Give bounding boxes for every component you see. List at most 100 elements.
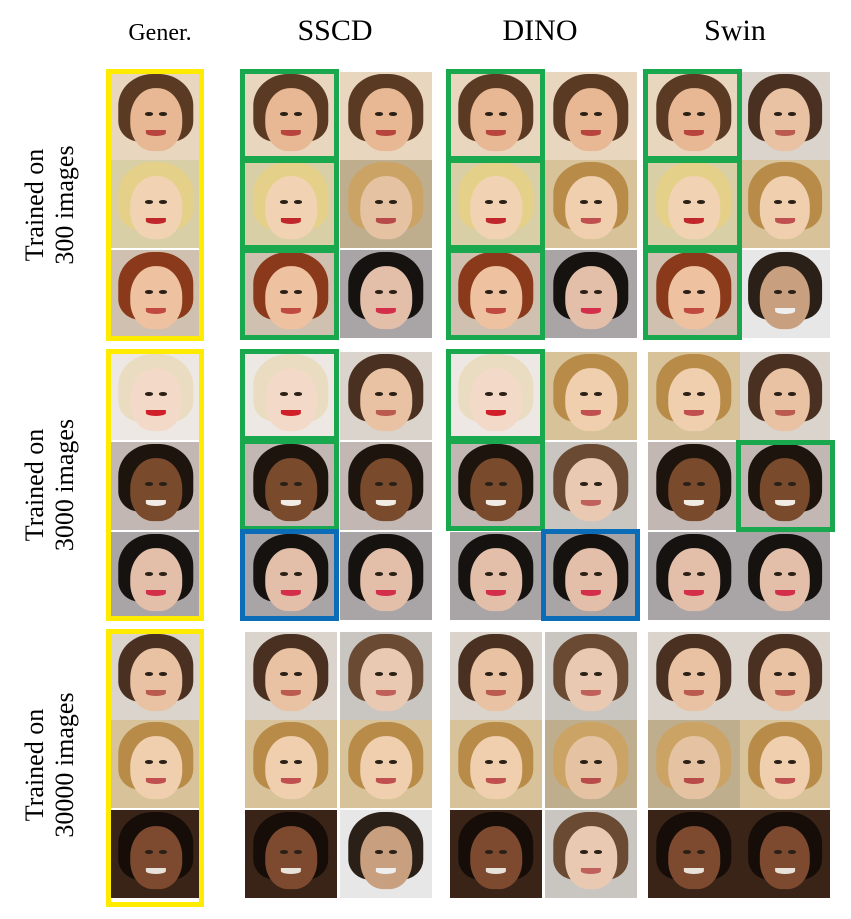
eye-shape	[158, 290, 168, 294]
face-thumbnail	[110, 442, 202, 530]
face-shape	[565, 88, 617, 152]
eye-shape	[774, 290, 783, 294]
face-thumbnail	[245, 442, 337, 530]
eye-shape	[158, 482, 168, 486]
eye-shape	[787, 572, 796, 576]
eye-shape	[484, 672, 494, 676]
row-label-line2: 3000 images	[50, 418, 79, 552]
eye-shape	[593, 392, 603, 396]
face-thumbnail	[648, 442, 740, 530]
eye-shape	[682, 850, 692, 854]
mouth-shape	[280, 590, 302, 597]
eye-shape	[787, 850, 796, 854]
face-thumbnail	[245, 250, 337, 338]
face-shape	[668, 176, 720, 240]
eye-shape	[144, 482, 154, 486]
eye-shape	[774, 482, 783, 486]
face-shape	[470, 368, 522, 432]
face-thumbnail	[450, 72, 542, 160]
mouth-shape	[683, 500, 705, 507]
eye-shape	[498, 290, 508, 294]
eye-shape	[279, 290, 289, 294]
face-shape	[759, 648, 811, 712]
row-label-30000: Trained on 30000 images	[20, 635, 80, 895]
mouth-shape	[683, 778, 705, 785]
eye-shape	[374, 482, 384, 486]
face-shape	[759, 458, 811, 522]
face-thumbnail	[545, 72, 637, 160]
eye-shape	[293, 850, 303, 854]
eye-shape	[696, 760, 706, 764]
mouth-shape	[775, 868, 795, 875]
eye-shape	[579, 200, 589, 204]
eye-shape	[593, 760, 603, 764]
face-shape	[565, 458, 617, 522]
mouth-shape	[145, 218, 167, 225]
eye-shape	[579, 290, 589, 294]
mouth-shape	[375, 500, 397, 507]
face-shape	[668, 266, 720, 330]
eye-shape	[696, 200, 706, 204]
face-thumbnail	[545, 720, 637, 808]
face-shape	[265, 826, 317, 890]
face-thumbnail	[545, 810, 637, 898]
mouth-shape	[280, 410, 302, 417]
face-shape	[470, 826, 522, 890]
face-shape	[360, 736, 412, 800]
face-thumbnail	[740, 250, 830, 338]
row-label-line1: Trained on	[20, 148, 49, 262]
face-thumbnail	[648, 532, 740, 620]
face-shape	[130, 736, 182, 800]
face-thumbnail	[740, 72, 830, 160]
eye-shape	[787, 760, 796, 764]
face-thumbnail	[740, 632, 830, 720]
face-shape	[565, 548, 617, 612]
face-shape	[360, 458, 412, 522]
face-thumbnail	[110, 160, 202, 248]
face-shape	[265, 176, 317, 240]
mouth-shape	[775, 778, 795, 785]
face-thumbnail	[545, 532, 637, 620]
mouth-shape	[280, 868, 302, 875]
mouth-shape	[375, 218, 397, 225]
face-thumbnail	[340, 250, 432, 338]
mouth-shape	[375, 778, 397, 785]
face-thumbnail	[740, 532, 830, 620]
eye-shape	[293, 112, 303, 116]
mouth-shape	[683, 218, 705, 225]
eye-shape	[593, 112, 603, 116]
mouth-shape	[683, 590, 705, 597]
eye-shape	[374, 112, 384, 116]
eye-shape	[484, 760, 494, 764]
eye-shape	[144, 760, 154, 764]
face-thumbnail	[110, 720, 202, 808]
eye-shape	[682, 760, 692, 764]
eye-shape	[374, 672, 384, 676]
face-shape	[360, 548, 412, 612]
face-shape	[565, 266, 617, 330]
eye-shape	[696, 112, 706, 116]
face-shape	[130, 176, 182, 240]
face-shape	[470, 458, 522, 522]
mouth-shape	[485, 218, 507, 225]
face-thumbnail	[450, 532, 542, 620]
mouth-shape	[145, 868, 167, 875]
eye-shape	[593, 290, 603, 294]
eye-shape	[279, 392, 289, 396]
eye-shape	[787, 672, 796, 676]
face-shape	[668, 548, 720, 612]
face-thumbnail	[245, 632, 337, 720]
face-thumbnail	[340, 352, 432, 440]
face-shape	[470, 266, 522, 330]
mouth-shape	[775, 590, 795, 597]
face-shape	[265, 648, 317, 712]
face-shape	[470, 648, 522, 712]
mouth-shape	[145, 590, 167, 597]
face-shape	[565, 648, 617, 712]
face-thumbnail	[648, 72, 740, 160]
eye-shape	[696, 392, 706, 396]
column-header-generated: Gener.	[128, 20, 192, 46]
eye-shape	[484, 200, 494, 204]
mouth-shape	[145, 410, 167, 417]
eye-shape	[158, 760, 168, 764]
